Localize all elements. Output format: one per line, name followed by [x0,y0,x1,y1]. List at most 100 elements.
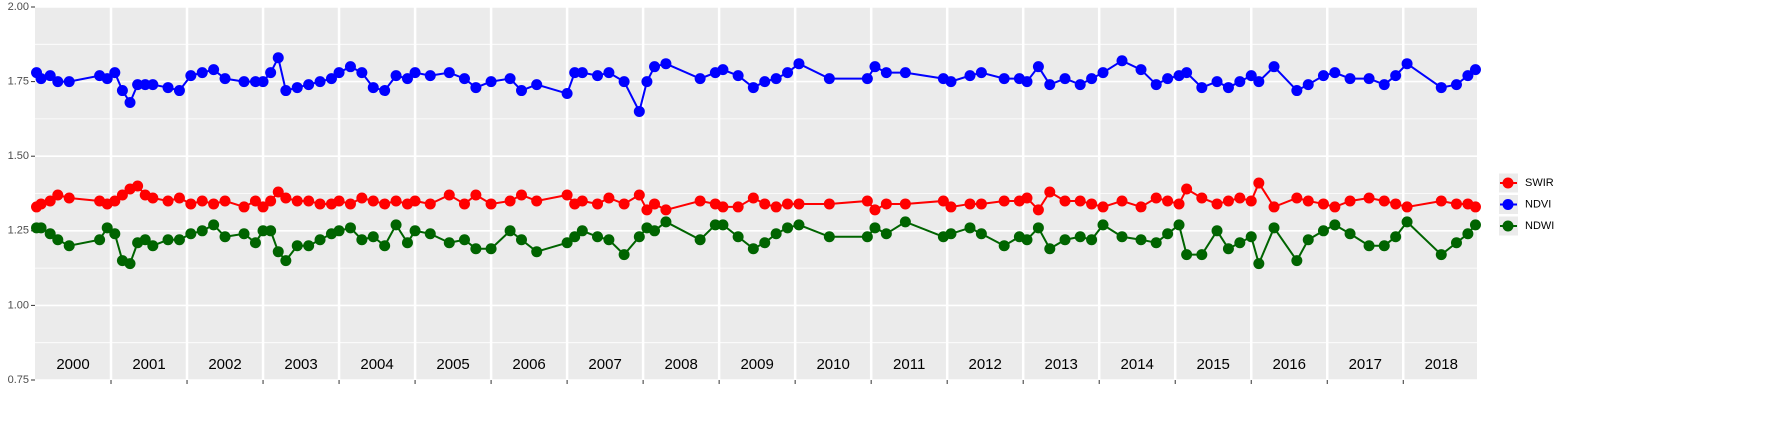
data-point [162,195,174,207]
data-point [379,85,391,97]
year-label: 2008 [664,356,697,373]
data-point [1181,67,1193,79]
data-point [1021,76,1033,88]
data-point [147,79,159,91]
data-point [1450,237,1462,249]
data-point [1378,240,1390,252]
data-point [869,61,881,73]
data-point [998,73,1010,85]
year-label: 2001 [132,356,165,373]
data-point [899,216,911,228]
data-point [1021,192,1033,204]
data-point [603,192,615,204]
data-point [1329,219,1341,231]
data-point [1222,82,1234,94]
data-point [344,198,356,210]
data-point [1135,201,1147,213]
data-point [717,219,729,231]
data-point [291,195,303,207]
data-point [1253,76,1265,88]
data-point [1469,219,1481,231]
year-label: 2005 [436,356,469,373]
data-point [409,67,421,79]
data-point [633,189,645,201]
data-point [344,222,356,234]
data-point [1173,198,1185,210]
data-point [770,73,782,85]
data-point [945,76,957,88]
year-label: 2016 [1273,356,1306,373]
data-point [390,195,402,207]
data-point [1363,192,1375,204]
data-point [63,240,75,252]
data-point [470,189,482,201]
data-point [747,82,759,94]
data-point [52,76,64,88]
data-point [1329,201,1341,213]
data-point [1086,234,1098,246]
data-point [424,70,436,82]
data-point [793,219,805,231]
year-label: 2018 [1425,356,1458,373]
y-tick-label: 1.50 [8,150,29,162]
y-tick-label: 1.00 [8,299,29,311]
data-point [1435,82,1447,94]
data-point [35,198,47,210]
data-point [592,231,604,243]
data-point [63,76,75,88]
data-point [291,240,303,252]
data-point [249,237,261,249]
data-point [515,234,527,246]
data-point [1059,195,1071,207]
data-point [1173,219,1185,231]
data-point [356,67,368,79]
data-point [823,73,835,85]
data-point [1291,192,1303,204]
legend-point [1502,199,1514,210]
data-point [1450,79,1462,91]
data-point [1150,79,1162,91]
data-point [1135,64,1147,76]
data-point [633,231,645,243]
data-point [257,76,269,88]
data-point [249,76,261,88]
data-point [660,204,672,216]
data-point [869,222,881,234]
data-point [1086,198,1098,210]
data-point [618,249,630,261]
data-point [770,228,782,240]
data-point [219,73,231,85]
data-point [124,96,136,108]
data-point [470,243,482,255]
data-point [504,195,516,207]
data-point [515,189,527,201]
data-point [603,234,615,246]
data-point [694,73,706,85]
data-point [717,64,729,76]
data-point [1074,195,1086,207]
data-point [35,73,47,85]
data-point [1344,228,1356,240]
data-point [116,189,128,201]
data-point [709,219,721,231]
data-point [1317,70,1329,82]
data-point [1390,231,1402,243]
data-point [44,195,56,207]
data-point [1162,73,1174,85]
data-point [185,70,197,82]
data-point [1234,237,1246,249]
data-point [272,52,284,64]
data-point [1253,258,1265,270]
data-point [1032,204,1044,216]
data-point [314,198,326,210]
data-point [109,228,121,240]
data-point [1086,73,1098,85]
data-point [1268,201,1280,213]
data-point [314,76,326,88]
data-point [504,225,516,237]
data-point [52,189,64,201]
data-point [1344,195,1356,207]
data-point [1097,201,1109,213]
data-point [1317,198,1329,210]
